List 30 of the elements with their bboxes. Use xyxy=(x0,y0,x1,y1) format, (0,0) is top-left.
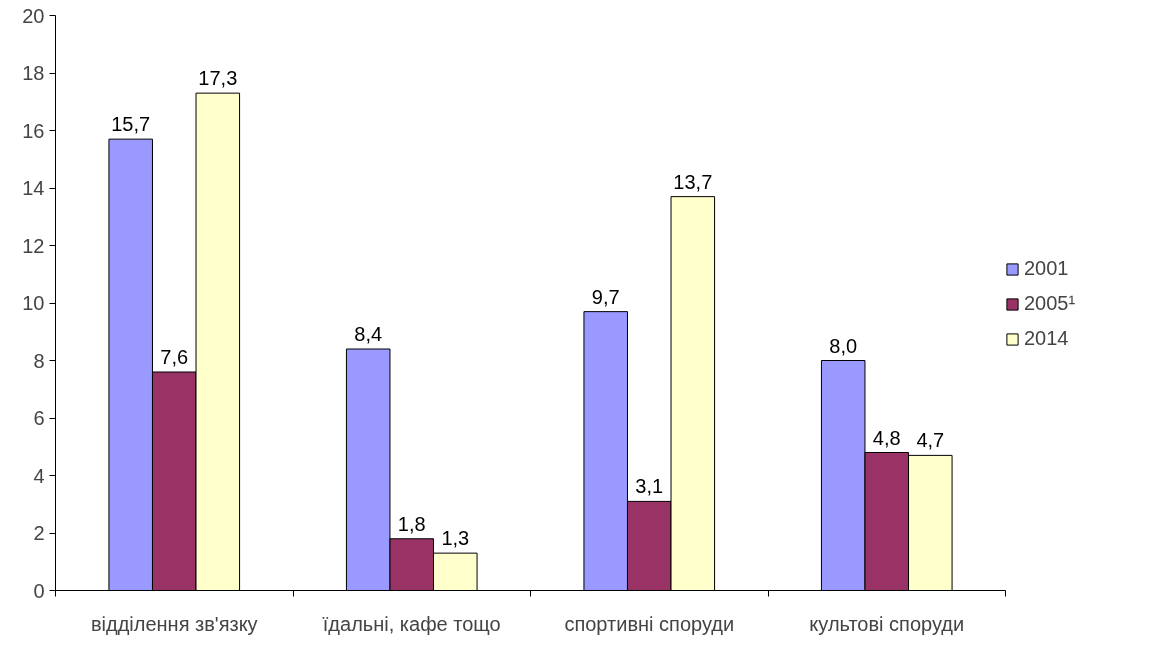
y-tick-label: 6 xyxy=(33,407,45,429)
data-label: 13,7 xyxy=(673,170,713,193)
legend-label: 2005¹ xyxy=(1024,292,1076,315)
data-label: 17,3 xyxy=(198,67,238,90)
y-tick-label: 0 xyxy=(33,579,45,602)
y-tick-label: 18 xyxy=(22,62,45,84)
data-label: 9,7 xyxy=(591,285,620,308)
x-tick-label: їдальні, кафе тощо xyxy=(321,612,501,635)
y-tick-label: 4 xyxy=(33,464,45,487)
legend-label: 2001 xyxy=(1024,257,1069,280)
data-label: 4,7 xyxy=(916,429,945,452)
data-label: 7,6 xyxy=(160,346,189,368)
data-label: 4,8 xyxy=(872,426,901,449)
y-tick-label: 16 xyxy=(22,119,45,142)
data-label: 8,4 xyxy=(354,323,383,345)
y-tick-label: 10 xyxy=(22,292,45,314)
y-tick-label: 8 xyxy=(33,349,45,372)
x-tick-label: відділення зв'язку xyxy=(90,612,258,635)
data-label: 1,3 xyxy=(441,527,470,550)
x-tick-label: культові споруди xyxy=(809,612,965,635)
y-tick-label: 14 xyxy=(22,177,45,199)
data-label: 8,0 xyxy=(829,334,858,357)
x-tick-label: спортивні споруди xyxy=(564,612,735,635)
y-tick-label: 20 xyxy=(22,4,45,27)
y-tick-label: 2 xyxy=(33,522,45,544)
data-label: 15,7 xyxy=(111,113,151,136)
y-tick-label: 12 xyxy=(22,234,45,257)
legend-label: 2014 xyxy=(1024,327,1069,350)
data-label: 3,1 xyxy=(635,475,664,498)
data-label: 1,8 xyxy=(397,512,426,535)
